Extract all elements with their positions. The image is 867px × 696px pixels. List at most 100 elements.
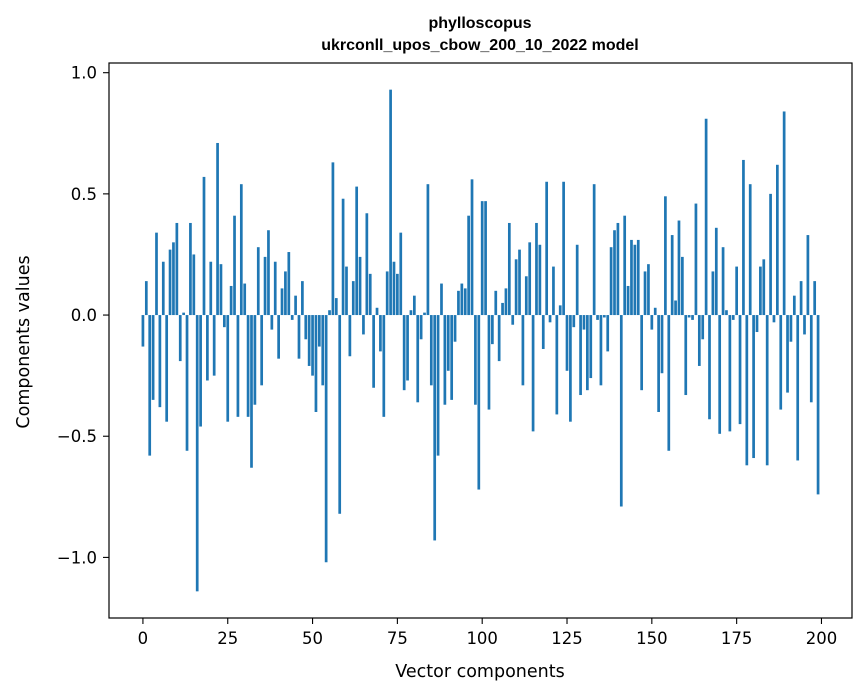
bar [626,285,630,316]
bar [467,215,470,316]
chart-title: phylloscopus [428,15,531,32]
bar [599,315,603,386]
bar [267,230,270,316]
bar [657,315,660,412]
bar [450,315,454,400]
bar [331,162,335,316]
bar [280,288,284,316]
bar [185,315,189,451]
bar [518,249,521,316]
bar [528,242,532,316]
bar [596,315,599,320]
bar [742,159,745,316]
bar [616,222,620,316]
bar [650,315,654,330]
bar [779,315,783,410]
bar [178,315,182,362]
bar [165,315,169,422]
bar [803,315,806,335]
x-tick-label: 75 [387,629,408,648]
bar [209,261,213,316]
y-tick-label: 0.5 [71,185,97,204]
bar [233,215,236,316]
bar [721,247,725,316]
bar [348,315,352,357]
bar [460,283,464,316]
bar [687,315,691,318]
bar [155,232,158,316]
bar [372,315,375,388]
bar [701,315,705,340]
bar [182,312,185,316]
bar [385,271,389,316]
bar [158,315,162,408]
bar [640,315,644,391]
bar [355,186,359,316]
bar [382,315,386,417]
bar [511,315,515,325]
bar [294,295,297,316]
bar [582,315,586,330]
bar [368,273,372,316]
bar [786,315,789,393]
bar [813,281,817,316]
bar [653,307,657,316]
bar [524,276,528,316]
bar [263,256,267,316]
bar [219,264,223,316]
x-tick-label: 0 [138,629,149,648]
bar [745,315,749,466]
bar [317,315,321,347]
bar [782,111,786,316]
bar [273,261,277,316]
bar [630,239,633,316]
bar [776,164,779,316]
y-tick-label: 1.0 [71,64,97,83]
bar [246,315,250,417]
bar [375,307,379,316]
bar [202,176,206,316]
bar [735,266,738,316]
bar [796,315,800,461]
bar [501,302,504,316]
bar [396,273,399,316]
bar [575,244,579,316]
bar [311,315,314,376]
bar [195,315,199,592]
bar [558,305,562,316]
bar [670,235,674,316]
bar [484,201,487,316]
bar [338,315,342,514]
bar [406,315,409,381]
bar [755,315,759,333]
bar [507,222,511,316]
bar [660,315,664,374]
bar [728,315,732,432]
bar [789,315,793,342]
bar [708,315,711,420]
bar [436,315,440,456]
bar [792,295,796,316]
bar [491,315,494,345]
bar [667,315,671,451]
bar [816,315,820,495]
bar [304,315,308,340]
bar [362,315,365,335]
bar [199,315,202,427]
bar [463,288,467,316]
bar [243,283,247,316]
bar [175,222,179,316]
bar [619,315,623,507]
bar [229,285,233,316]
x-tick-label: 25 [217,629,238,648]
bar [762,259,766,316]
bar [738,315,742,425]
y-tick-label: −0.5 [57,427,97,446]
bar [144,281,148,316]
bar [643,271,647,316]
bar [623,215,627,316]
bar [226,315,230,422]
bar [752,315,755,459]
bar [474,315,477,405]
